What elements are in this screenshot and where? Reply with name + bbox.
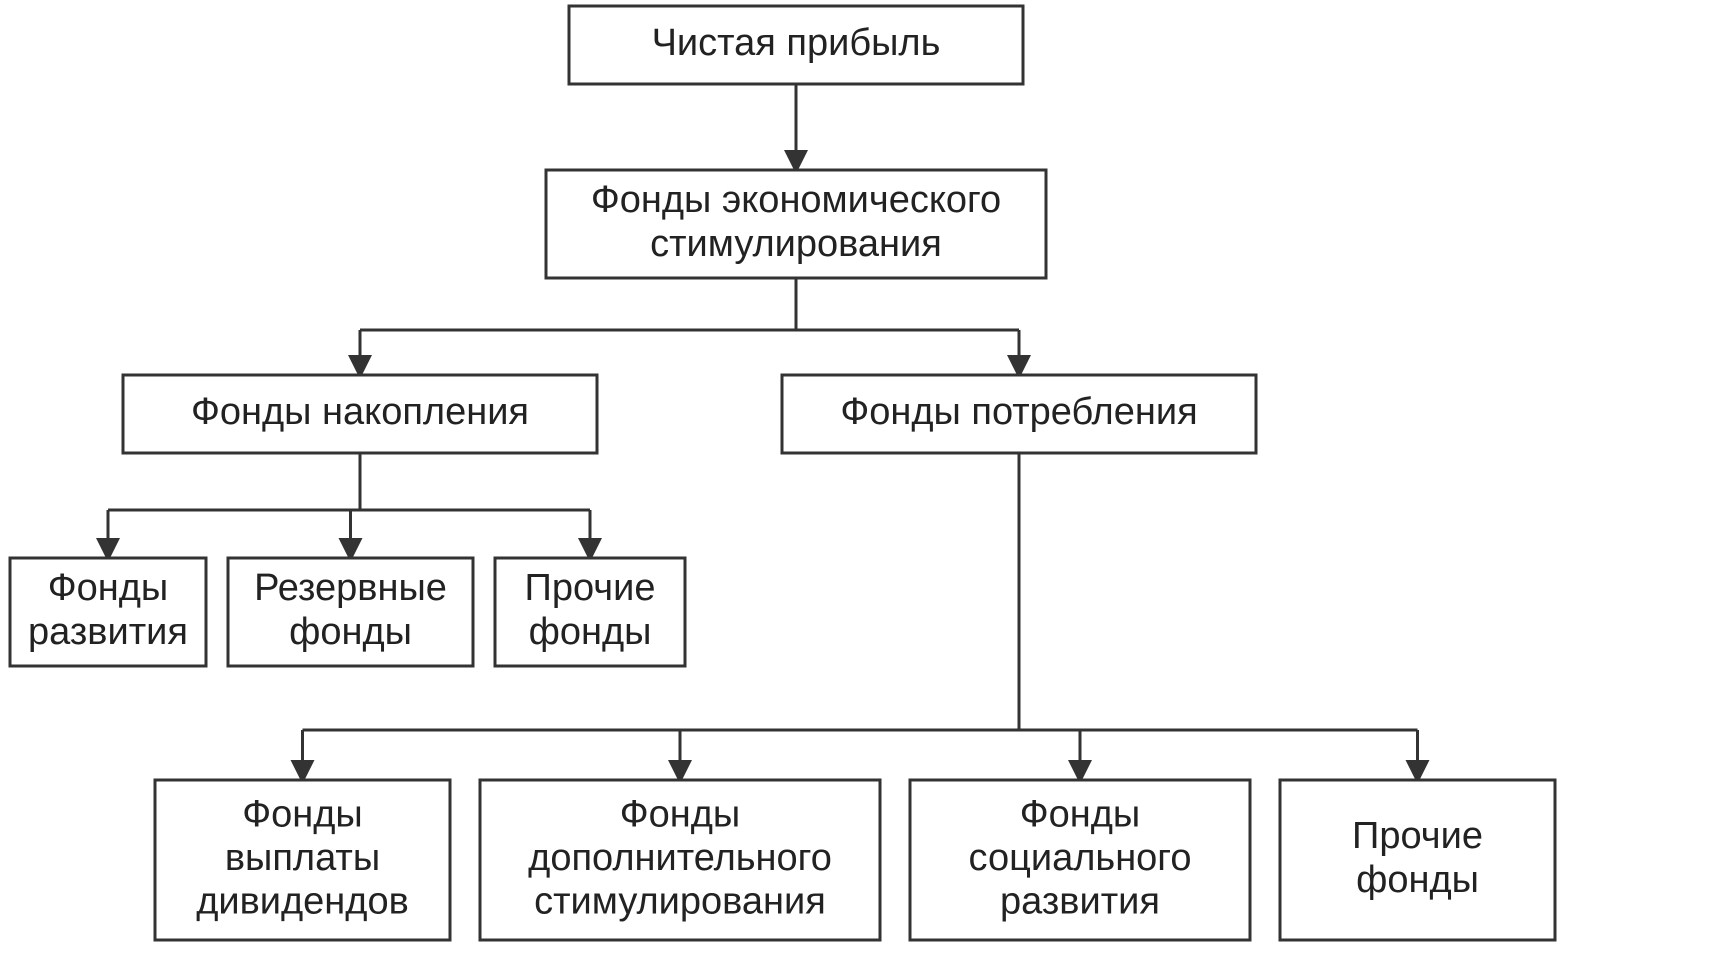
node-label: Фондыразвития bbox=[28, 567, 188, 653]
node-n6: Прочиефонды bbox=[495, 558, 685, 666]
node-n5: Резервныефонды bbox=[228, 558, 473, 666]
node-label-line: Фонды bbox=[48, 567, 169, 609]
node-label-line: развития bbox=[28, 611, 188, 653]
node-label-line: развития bbox=[1000, 881, 1160, 923]
node-label-line: Фонды экономического bbox=[591, 179, 1001, 221]
nodes-layer: Чистая прибыльФонды экономическогостимул… bbox=[10, 6, 1555, 940]
node-label-line: фонды bbox=[529, 611, 652, 653]
node-n10: Прочиефонды bbox=[1280, 780, 1555, 940]
node-label-line: социального bbox=[969, 837, 1192, 879]
node-label-line: Чистая прибыль bbox=[652, 22, 941, 64]
node-label: Прочиефонды bbox=[1352, 815, 1483, 901]
node-n3: Фонды потребления bbox=[782, 375, 1256, 453]
node-n4: Фондыразвития bbox=[10, 558, 206, 666]
node-label-line: Резервные bbox=[254, 567, 447, 609]
node-n7: Фондывыплатыдивидендов bbox=[155, 780, 450, 940]
node-label-line: фонды bbox=[1356, 859, 1479, 901]
node-label: Прочиефонды bbox=[525, 567, 656, 653]
node-n0: Чистая прибыль bbox=[569, 6, 1023, 84]
node-n9: Фондысоциальногоразвития bbox=[910, 780, 1250, 940]
node-label: Фонды накопления bbox=[191, 391, 529, 433]
node-n8: Фондыдополнительногостимулирования bbox=[480, 780, 880, 940]
node-label: Чистая прибыль bbox=[652, 22, 941, 64]
node-label-line: дивидендов bbox=[196, 881, 409, 923]
node-label-line: дополнительного bbox=[528, 837, 832, 879]
node-label-line: Фонды накопления bbox=[191, 391, 529, 433]
node-label-line: фонды bbox=[289, 611, 412, 653]
node-label-line: стимулирования bbox=[534, 881, 826, 923]
node-label-line: выплаты bbox=[225, 837, 380, 879]
node-label-line: стимулирования bbox=[650, 223, 942, 265]
node-label-line: Фонды потребления bbox=[840, 391, 1197, 433]
node-n2: Фонды накопления bbox=[123, 375, 597, 453]
node-label-line: Фонды bbox=[242, 793, 363, 835]
node-label: Фонды экономическогостимулирования bbox=[591, 179, 1001, 265]
node-label: Фонды потребления bbox=[840, 391, 1197, 433]
node-label-line: Прочие bbox=[1352, 815, 1483, 857]
node-label-line: Фонды bbox=[620, 793, 741, 835]
node-n1: Фонды экономическогостимулирования bbox=[546, 170, 1046, 278]
diagram-canvas: Чистая прибыльФонды экономическогостимул… bbox=[0, 0, 1716, 962]
node-label-line: Прочие bbox=[525, 567, 656, 609]
node-label-line: Фонды bbox=[1020, 793, 1141, 835]
